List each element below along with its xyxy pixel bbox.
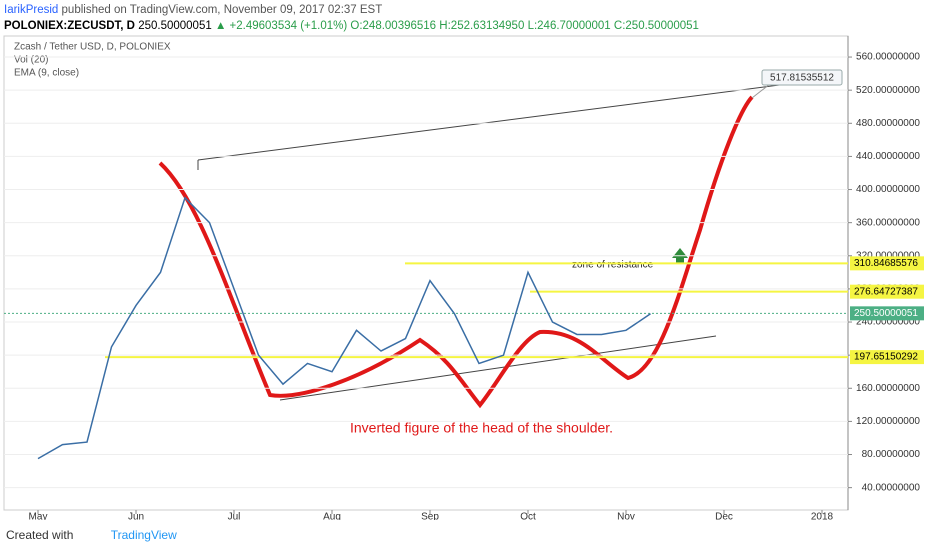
annotation: zone of resistance	[572, 260, 654, 271]
high: H:252.63134950	[439, 20, 525, 32]
annotation: Inverted figure of the head of the shoul…	[350, 420, 613, 436]
x-tick-label: Nov	[617, 512, 635, 520]
trend-line	[197, 80, 811, 161]
y-tick-label: 320.00000000	[856, 250, 920, 261]
low: L:246.70000001	[527, 20, 611, 32]
symbol: POLONIEX:ZECUSDT, D	[4, 20, 135, 32]
y-tick-label: 240.00000000	[856, 317, 920, 328]
price: 250.50000051	[138, 20, 212, 32]
created: Created with	[6, 528, 74, 542]
footer: Created with TradingView	[6, 528, 177, 542]
plot-frame	[3, 35, 849, 511]
target-pointer	[751, 83, 771, 99]
open: O:248.00396516	[350, 20, 437, 32]
pattern-drawing	[158, 95, 754, 409]
x-tick-label: 2018	[811, 512, 834, 520]
level-box	[850, 256, 924, 271]
author[interactable]: IarikPresid	[4, 4, 59, 16]
y-tick-label: 480.00000000	[856, 118, 920, 129]
y-tick-label: 560.00000000	[856, 52, 920, 63]
close: C:250.50000051	[613, 20, 699, 32]
level-label: 310.84685576	[854, 258, 918, 269]
legend-item: Zcash / Tether USD, D, POLONIEX	[14, 42, 171, 53]
x-tick-label: Oct	[520, 512, 536, 520]
x-tick-label: Aug	[323, 512, 341, 520]
quote-line: POLONIEX:ZECUSDT, D 250.50000051 ▲ +2.49…	[4, 18, 699, 34]
y-tick-label: 80.00000000	[862, 449, 921, 460]
chart: Zcash / Tether USD, D, POLONIEX Vol (20)…	[3, 35, 924, 520]
price-line	[37, 196, 651, 460]
level-label: 276.64727387	[854, 286, 918, 297]
change: ▲ +2.49603534 (+1.01%)	[214, 20, 348, 32]
level-box	[850, 306, 924, 321]
neckline	[279, 335, 717, 401]
level-label: 250.50000051	[854, 308, 918, 319]
y-tick-label: 160.00000000	[856, 383, 920, 394]
level-box	[850, 350, 924, 365]
x-tick-label: Jul	[228, 512, 241, 520]
y-tick-label: 120.00000000	[856, 416, 920, 427]
published: published on TradingView.com, November 0…	[61, 4, 383, 16]
y-tick-label: 360.00000000	[856, 217, 920, 228]
target-label: 517.81535512	[770, 73, 834, 84]
header: IarikPresid published on TradingView.com…	[4, 2, 699, 34]
legend-item: Vol (20)	[14, 55, 48, 66]
x-tick-label: Dec	[715, 512, 733, 520]
x-tick-label: May	[29, 512, 48, 520]
publish-line: IarikPresid published on TradingView.com…	[4, 2, 699, 18]
x-tick-label: Sep	[421, 512, 439, 520]
level-label: 197.65150292	[854, 352, 918, 363]
level-box	[850, 284, 924, 299]
brand[interactable]: TradingView	[110, 528, 177, 542]
target-box	[761, 69, 843, 86]
legend-item: EMA (9, close)	[14, 68, 79, 79]
y-tick-label: 520.00000000	[856, 85, 920, 96]
y-tick-label: 440.00000000	[856, 151, 920, 162]
y-tick-label: 40.00000000	[862, 482, 921, 493]
y-tick-label: 400.00000000	[856, 184, 920, 195]
x-tick-label: Jun	[128, 512, 144, 520]
